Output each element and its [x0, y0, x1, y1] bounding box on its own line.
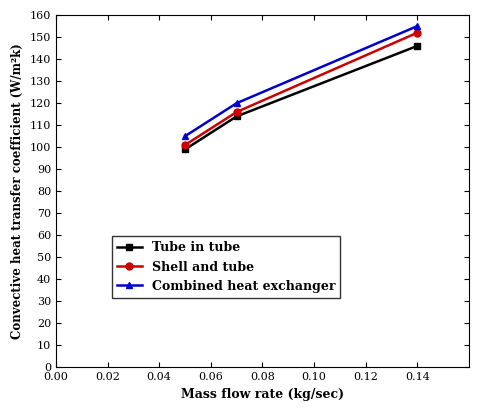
Tube in tube [182, 147, 188, 152]
Line: Shell and tube: Shell and tube [181, 29, 421, 148]
Line: Tube in tube: Tube in tube [181, 42, 421, 153]
Combined heat exchanger [414, 23, 420, 28]
Tube in tube [234, 114, 240, 119]
Y-axis label: Convective heat transfer coefficient (W/m²k): Convective heat transfer coefficient (W/… [11, 43, 24, 339]
Shell and tube [234, 110, 240, 115]
Shell and tube [182, 143, 188, 147]
Combined heat exchanger [234, 101, 240, 105]
Legend: Tube in tube, Shell and tube, Combined heat exchanger: Tube in tube, Shell and tube, Combined h… [112, 236, 340, 298]
X-axis label: Mass flow rate (kg/sec): Mass flow rate (kg/sec) [181, 388, 344, 401]
Combined heat exchanger [182, 134, 188, 139]
Line: Combined heat exchanger: Combined heat exchanger [181, 23, 421, 140]
Shell and tube [414, 30, 420, 35]
Tube in tube [414, 44, 420, 49]
